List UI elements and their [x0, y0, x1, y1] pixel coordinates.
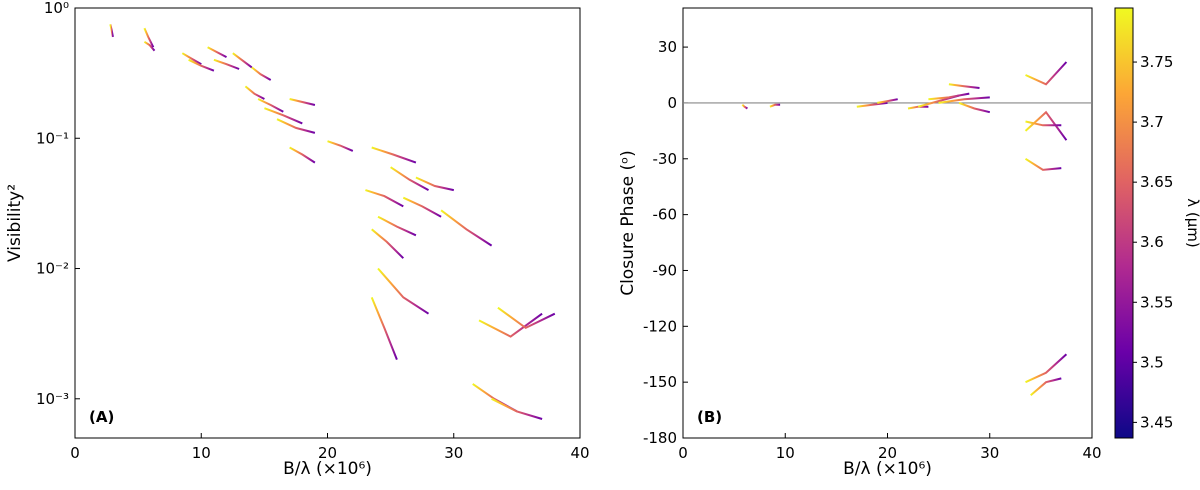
track — [264, 107, 303, 125]
x-axis-label: B/λ (×10⁶) — [843, 459, 932, 479]
x-tick-label: 30 — [444, 444, 463, 462]
y-tick-label: 0 — [667, 94, 677, 112]
y-axis-label: Closure Phase (ᵒ) — [618, 150, 638, 296]
x-tick-label: 30 — [980, 444, 999, 462]
track — [440, 209, 493, 247]
colorbar-tick-label: 3.75 — [1140, 53, 1173, 71]
x-tick-label: 40 — [1082, 444, 1101, 462]
y-tick-label: -30 — [653, 150, 678, 168]
colorbar — [1114, 7, 1134, 439]
y-tick-label: 30 — [658, 38, 677, 56]
track — [327, 140, 354, 152]
y-tick-label: -120 — [643, 317, 677, 335]
x-axis-label: B/λ (×10⁶) — [283, 459, 372, 479]
track — [370, 297, 398, 360]
track — [958, 101, 991, 114]
track — [1024, 157, 1062, 171]
track — [1025, 120, 1062, 127]
colorbar-tick-label: 3.5 — [1140, 353, 1164, 371]
track — [181, 52, 202, 66]
y-tick-label: -90 — [653, 261, 678, 279]
track — [402, 196, 442, 218]
track — [207, 46, 227, 58]
track — [213, 58, 240, 70]
track — [244, 85, 265, 100]
x-tick-label: 10 — [192, 444, 211, 462]
track — [856, 101, 888, 108]
track — [1025, 353, 1068, 384]
colorbar-tick-label: 3.55 — [1140, 293, 1173, 311]
plot-frame — [682, 7, 1093, 439]
track — [497, 306, 556, 330]
colorbar-tick-label: 3.7 — [1140, 113, 1164, 131]
colorbar-tick-label: 3.6 — [1140, 233, 1164, 251]
panel-label: (B) — [697, 408, 722, 426]
colorbar-label: λ (μm) — [1184, 198, 1200, 248]
track — [938, 96, 990, 104]
track — [276, 118, 316, 134]
track — [371, 146, 417, 164]
track — [1024, 110, 1068, 141]
y-tick-label: 10⁻² — [36, 260, 69, 278]
track — [478, 312, 543, 338]
y-tick-label: -150 — [643, 373, 677, 391]
track — [769, 103, 781, 108]
track — [289, 98, 316, 106]
track — [1030, 377, 1062, 396]
track — [377, 215, 417, 237]
track — [907, 105, 929, 110]
track — [491, 397, 543, 420]
track — [143, 27, 155, 48]
colorbar-tick-label: 3.65 — [1140, 173, 1173, 191]
x-tick-label: 0 — [678, 444, 688, 462]
track — [188, 58, 215, 72]
track — [257, 98, 284, 113]
track — [415, 176, 455, 192]
x-tick-label: 20 — [878, 444, 897, 462]
colorbar-tick-label: 3.45 — [1140, 413, 1173, 431]
track — [877, 98, 898, 104]
track — [390, 166, 429, 191]
x-tick-label: 20 — [318, 444, 337, 462]
y-tick-label: 10⁻³ — [36, 390, 69, 408]
y-axis-label: Visibility² — [5, 184, 25, 262]
x-tick-label: 10 — [776, 444, 795, 462]
y-tick-label: 10⁻¹ — [36, 129, 69, 147]
track — [232, 52, 253, 69]
y-tick-label: -180 — [643, 429, 677, 447]
track — [289, 146, 316, 164]
track — [1025, 61, 1068, 86]
track — [109, 24, 114, 38]
x-tick-label: 40 — [570, 444, 589, 462]
x-tick-label: 0 — [70, 444, 80, 462]
panel-label: (A) — [89, 408, 114, 426]
track — [365, 189, 404, 208]
track — [948, 83, 980, 89]
track — [928, 92, 970, 101]
y-tick-label: 10⁰ — [44, 0, 69, 17]
track — [251, 66, 272, 81]
track — [143, 40, 156, 52]
y-tick-label: -60 — [653, 206, 678, 224]
plot-frame — [74, 7, 581, 439]
track — [371, 228, 405, 259]
track — [741, 104, 748, 110]
track — [377, 267, 430, 315]
